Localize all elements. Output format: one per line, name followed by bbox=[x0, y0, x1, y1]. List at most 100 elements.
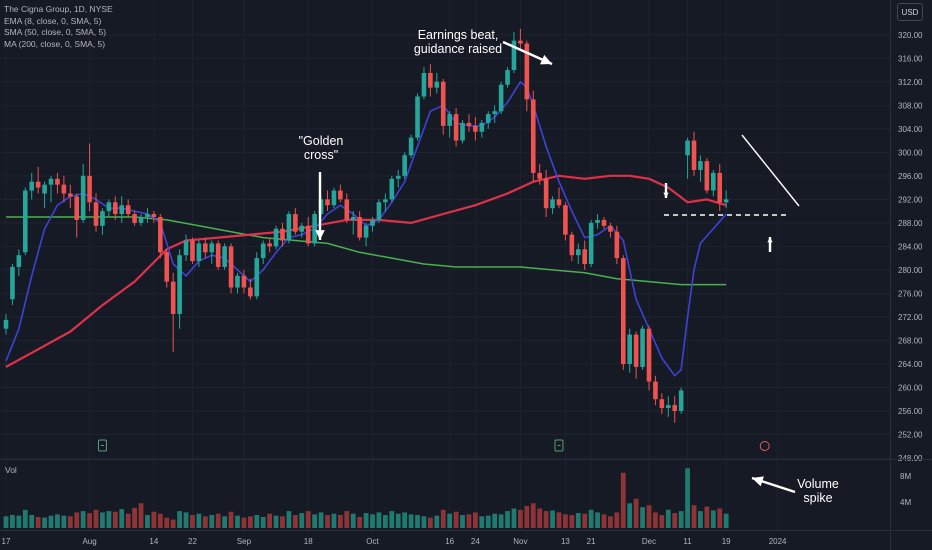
volume-bar bbox=[569, 515, 575, 528]
volume-bar bbox=[10, 515, 15, 528]
candle-body bbox=[685, 140, 690, 156]
volume-bar bbox=[260, 516, 266, 528]
candle-body bbox=[299, 225, 305, 232]
candle-body bbox=[627, 334, 633, 364]
indicator-lines bbox=[5, 81, 727, 377]
volume-bar bbox=[466, 514, 472, 528]
price-tick-label: 276.00 bbox=[898, 289, 923, 298]
volume-bar bbox=[453, 511, 459, 528]
volume-bar bbox=[331, 513, 337, 528]
candle-body bbox=[344, 199, 350, 220]
date-tick-label: 22 bbox=[188, 537, 197, 546]
volume-bar bbox=[665, 509, 671, 528]
volume-bar bbox=[273, 515, 279, 528]
volume-bar bbox=[196, 513, 202, 528]
volume-bar bbox=[22, 509, 28, 528]
volume-bar bbox=[228, 511, 234, 528]
candle-body bbox=[672, 405, 678, 411]
volume-bar bbox=[357, 516, 363, 528]
price-tick-label: 268.00 bbox=[898, 336, 923, 345]
volume-bar bbox=[685, 468, 690, 528]
candle-body bbox=[383, 199, 388, 203]
candle-body bbox=[595, 219, 600, 223]
price-tick-label: 300.00 bbox=[898, 148, 923, 157]
volume-bar bbox=[132, 507, 137, 528]
indicator-ema8[interactable]: EMA (8, close, 0, SMA, 5) bbox=[4, 15, 102, 26]
earnings-annotation: Earnings beat, guidance raised bbox=[406, 28, 510, 56]
volume-bar bbox=[698, 511, 703, 528]
candle-body bbox=[273, 228, 279, 247]
volume-bar bbox=[344, 511, 350, 528]
candlesticks bbox=[3, 28, 729, 423]
ema8-line bbox=[5, 81, 727, 377]
candle-body bbox=[640, 328, 645, 367]
candle-body bbox=[511, 40, 517, 71]
volume-bar bbox=[112, 511, 118, 528]
candle-body bbox=[704, 161, 710, 191]
candle-body bbox=[537, 172, 542, 179]
volume-bar bbox=[318, 512, 324, 528]
candle-body bbox=[80, 175, 86, 220]
volume-bar bbox=[543, 511, 549, 528]
volume-spike-line2: spike bbox=[803, 491, 833, 505]
earnings-line2: guidance raised bbox=[413, 42, 503, 56]
candle-body bbox=[183, 240, 189, 256]
volume-bar bbox=[48, 515, 54, 528]
volume-bar bbox=[3, 516, 9, 528]
candle-body bbox=[68, 193, 73, 197]
indicator-sma50[interactable]: SMA (50, close, 0, SMA, 5) bbox=[4, 27, 107, 37]
candle-body bbox=[389, 178, 395, 200]
volume-bar bbox=[222, 516, 228, 528]
dividend-icon bbox=[759, 441, 770, 451]
date-tick-label: 24 bbox=[471, 537, 480, 546]
candle-body bbox=[260, 243, 266, 259]
golden-cross-line2: cross" bbox=[303, 148, 339, 162]
candle-body bbox=[440, 81, 446, 126]
volume-bar bbox=[440, 509, 446, 528]
volume-bar bbox=[235, 515, 240, 528]
chart-legend: The Cigna Group, 1D, NYSE EMA (8, close,… bbox=[4, 4, 113, 50]
volume-bar bbox=[530, 503, 536, 528]
currency-button[interactable]: USD bbox=[897, 3, 923, 21]
volume-bar bbox=[202, 516, 208, 528]
volume-bar bbox=[518, 509, 523, 528]
price-tick-label: 320.00 bbox=[898, 31, 923, 40]
price-tick-label: 280.00 bbox=[898, 266, 923, 275]
volume-bar bbox=[672, 513, 678, 528]
volume-bar bbox=[704, 506, 710, 528]
candle-body bbox=[582, 249, 587, 265]
grid-lines bbox=[0, 0, 890, 530]
candle-body bbox=[305, 225, 311, 244]
volume-bar bbox=[646, 505, 652, 528]
symbol-title: The Cigna Group, 1D, NYSE bbox=[4, 4, 113, 14]
candle-body bbox=[203, 243, 208, 253]
date-tick-label: 21 bbox=[587, 537, 596, 546]
candle-body bbox=[338, 190, 343, 200]
candle-body bbox=[421, 72, 427, 97]
ma200-line bbox=[6, 216, 727, 286]
volume-bar bbox=[582, 513, 588, 528]
date-tick-label: 13 bbox=[561, 537, 570, 546]
volume-bar bbox=[254, 515, 260, 528]
volume-bar bbox=[119, 509, 125, 528]
candle-body bbox=[196, 243, 202, 262]
candle-body bbox=[145, 214, 150, 217]
date-tick-label: 11 bbox=[683, 537, 692, 546]
indicator-ma200[interactable]: MA (200, close, 0, SMA, 5) bbox=[4, 38, 106, 49]
candle-body bbox=[254, 258, 260, 297]
volume-bar bbox=[402, 512, 408, 528]
candle-body bbox=[620, 258, 626, 364]
volume-bar bbox=[563, 514, 568, 528]
candle-body bbox=[280, 228, 285, 241]
volume-tick-label: 4M bbox=[900, 498, 911, 507]
golden-cross-annotation: "Golden cross" bbox=[292, 134, 350, 162]
volume-bar bbox=[55, 514, 60, 528]
candle-body bbox=[505, 70, 510, 85]
candle-body bbox=[485, 114, 491, 123]
candle-body bbox=[711, 172, 716, 191]
candle-body bbox=[42, 184, 47, 194]
candle-body bbox=[138, 216, 144, 223]
volume-bar bbox=[723, 513, 729, 528]
candle-body bbox=[286, 214, 292, 241]
